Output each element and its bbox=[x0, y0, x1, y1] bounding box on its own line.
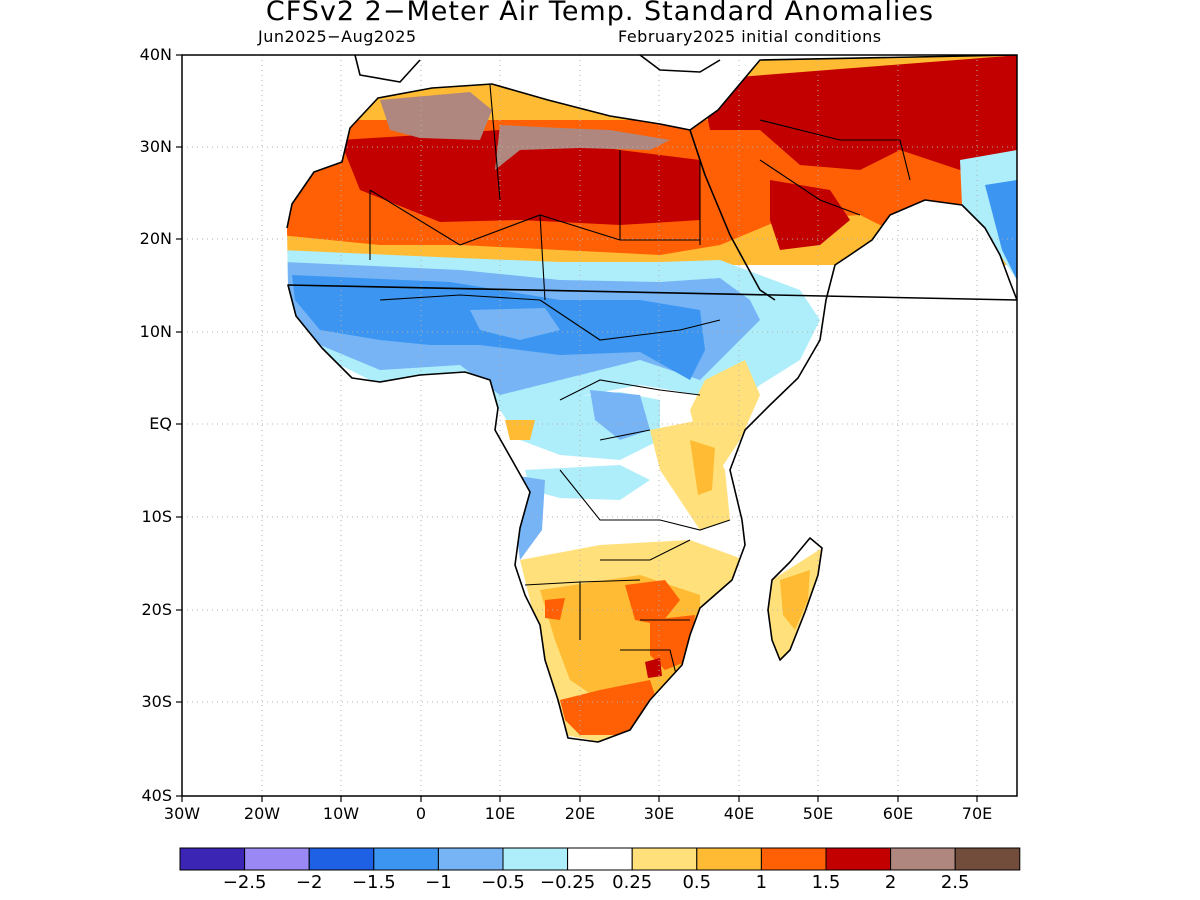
colorbar-swatch bbox=[437, 847, 504, 871]
forecast-period: Jun2025−Aug2025 bbox=[258, 27, 417, 46]
lat-label: 20S bbox=[141, 600, 172, 619]
lon-label: 0 bbox=[415, 804, 427, 823]
lon-label: 40E bbox=[723, 804, 755, 823]
colorbar-swatch bbox=[825, 847, 892, 871]
lat-label: 30N bbox=[139, 137, 172, 156]
colorbar-label: −0.25 bbox=[540, 872, 596, 893]
colorbar-swatch bbox=[502, 847, 569, 871]
colorbar-swatch bbox=[179, 847, 246, 871]
lat-label: EQ bbox=[149, 414, 172, 433]
colorbar-label: 0.5 bbox=[682, 872, 712, 893]
lon-label: 10W bbox=[322, 804, 360, 823]
map-frame bbox=[181, 54, 1018, 797]
colorbar-swatch bbox=[696, 847, 762, 871]
colorbar-label: 0.25 bbox=[612, 872, 653, 893]
lon-label: 30E bbox=[643, 804, 675, 823]
colorbar-swatch bbox=[244, 847, 310, 871]
colorbar-swatch bbox=[567, 847, 633, 871]
colorbar-swatch bbox=[631, 847, 698, 871]
lon-label: 20E bbox=[564, 804, 596, 823]
colorbar-label: −1.5 bbox=[351, 872, 396, 893]
colorbar-label: 1.5 bbox=[811, 872, 841, 893]
colorbar-label: 2 bbox=[884, 872, 897, 893]
lat-label: 40N bbox=[139, 45, 172, 64]
lon-label: 10E bbox=[484, 804, 516, 823]
colorbar-swatch bbox=[760, 847, 827, 871]
lon-label: 60E bbox=[882, 804, 914, 823]
colorbar-label: −2.5 bbox=[222, 872, 267, 893]
colorbar-label: −1 bbox=[425, 872, 452, 893]
colorbar-label: 1 bbox=[755, 872, 768, 893]
map-gridlines bbox=[182, 55, 1017, 796]
colorbar-swatch bbox=[373, 847, 439, 871]
lat-label: 20N bbox=[139, 229, 172, 248]
lon-label: 70E bbox=[961, 804, 993, 823]
lat-label: 40S bbox=[141, 786, 172, 805]
colorbar-label: −2 bbox=[295, 872, 323, 893]
lon-label: 30W bbox=[163, 804, 201, 823]
colorbar bbox=[179, 847, 1021, 871]
colorbar-swatch bbox=[308, 847, 375, 871]
lon-label: 20W bbox=[243, 804, 281, 823]
colorbar-label: 2.5 bbox=[940, 872, 970, 893]
country-borders bbox=[369, 84, 911, 691]
initial-conditions: February2025 initial conditions bbox=[618, 27, 882, 46]
map-title: CFSv2 2−Meter Air Temp. Standard Anomali… bbox=[265, 0, 935, 27]
lat-label: 10N bbox=[139, 322, 172, 341]
lon-label: 50E bbox=[802, 804, 834, 823]
axis-ticks bbox=[176, 54, 978, 802]
colorbar-swatch bbox=[890, 847, 956, 871]
lat-label: 30S bbox=[141, 692, 172, 711]
lat-label: 10S bbox=[141, 507, 172, 526]
colorbar-label: −0.5 bbox=[481, 872, 525, 893]
colorbar-swatch bbox=[954, 847, 1021, 871]
